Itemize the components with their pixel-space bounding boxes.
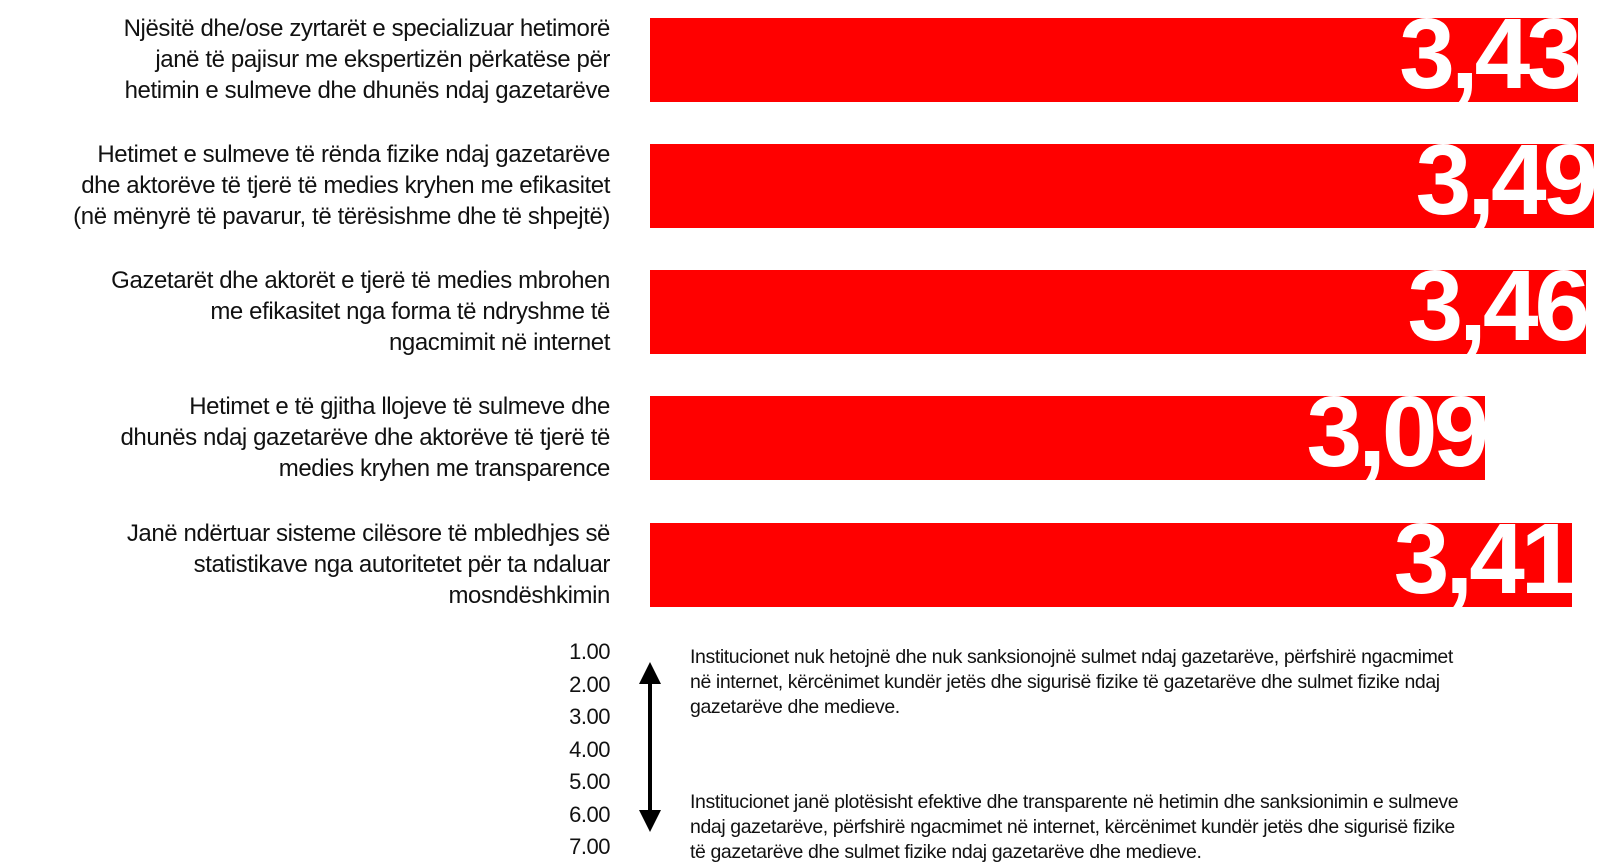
bar-row: Njësitë dhe/ose zyrtarët e specializuar … [0,4,1613,104]
category-label-text: Hetimet e të gjitha llojeve të sulmeve d… [120,392,610,482]
category-label: Gazetarët dhe aktorët e tjerë të medies … [0,267,610,356]
scale-tick-label: 3.00 [569,704,610,729]
category-label: Janë ndërtuar sisteme cilësore të mbledh… [0,520,611,609]
bar-row: Hetimet e sulmeve të rënda fizike ndaj g… [0,130,1613,230]
bar: 3,49 [650,130,1595,230]
category-label-text: Janë ndërtuar sisteme cilësore të mbledh… [126,519,611,609]
bar: 3,46 [650,256,1587,356]
scale-tick-label: 2.00 [569,671,610,697]
bar-row: Gazetarët dhe aktorët e tjerë të medies … [0,256,1613,356]
bar: 3,41 [650,509,1573,609]
bar-value-label: 3,43 [1399,4,1578,104]
category-label-text: Njësitë dhe/ose zyrtarët e specializuar … [123,14,611,104]
category-label-text: Hetimet e sulmeve të rënda fizike ndaj g… [73,140,610,230]
scale-tick-label: 4.00 [569,736,610,762]
category-label-text: Gazetarët dhe aktorët e tjerë të medies … [111,266,610,356]
bar: 3,43 [650,4,1578,104]
scale-low-description: Institucionet nuk hetojnë dhe nuk sanksi… [690,645,1580,720]
scale-tick-label: 7.00 [569,834,610,859]
scale-tick-label: 5.00 [569,769,610,794]
description-line: në internet, kërcënimet kundër jetës dhe… [690,671,1440,693]
scale-tick-label: 6.00 [569,801,610,827]
description-line: Institucionet nuk hetojnë dhe nuk sanksi… [690,646,1453,668]
description-line: Institucionet janë plotësisht efektive d… [690,791,1459,813]
description-line: të gazetarëve dhe sulmet fizike ndaj gaz… [690,841,1202,863]
bar-row: Janë ndërtuar sisteme cilësore të mbledh… [0,509,1613,609]
category-label: Njësitë dhe/ose zyrtarët e specializuar … [0,15,611,104]
double-arrow-vertical-icon [639,662,661,832]
bar-value-label: 3,46 [1407,256,1587,356]
scale-tick-label: 1.00 [569,639,610,664]
bar-value-label: 3,49 [1415,130,1595,230]
category-label: Hetimet e sulmeve të rënda fizike ndaj g… [0,141,610,230]
bar-row: Hetimet e të gjitha llojeve të sulmeve d… [0,382,1613,482]
scale-high-description: Institucionet janë plotësisht efektive d… [690,790,1580,865]
bar-value-label: 3,41 [1393,509,1573,609]
description-line: ndaj gazetarëve, përfshirë ngacmimet në … [690,816,1455,838]
bar: 3,09 [650,382,1486,482]
category-label: Hetimet e të gjitha llojeve të sulmeve d… [0,393,610,482]
bar-value-label: 3,09 [1306,382,1486,482]
description-line: gazetarëve dhe medieve. [690,696,900,718]
